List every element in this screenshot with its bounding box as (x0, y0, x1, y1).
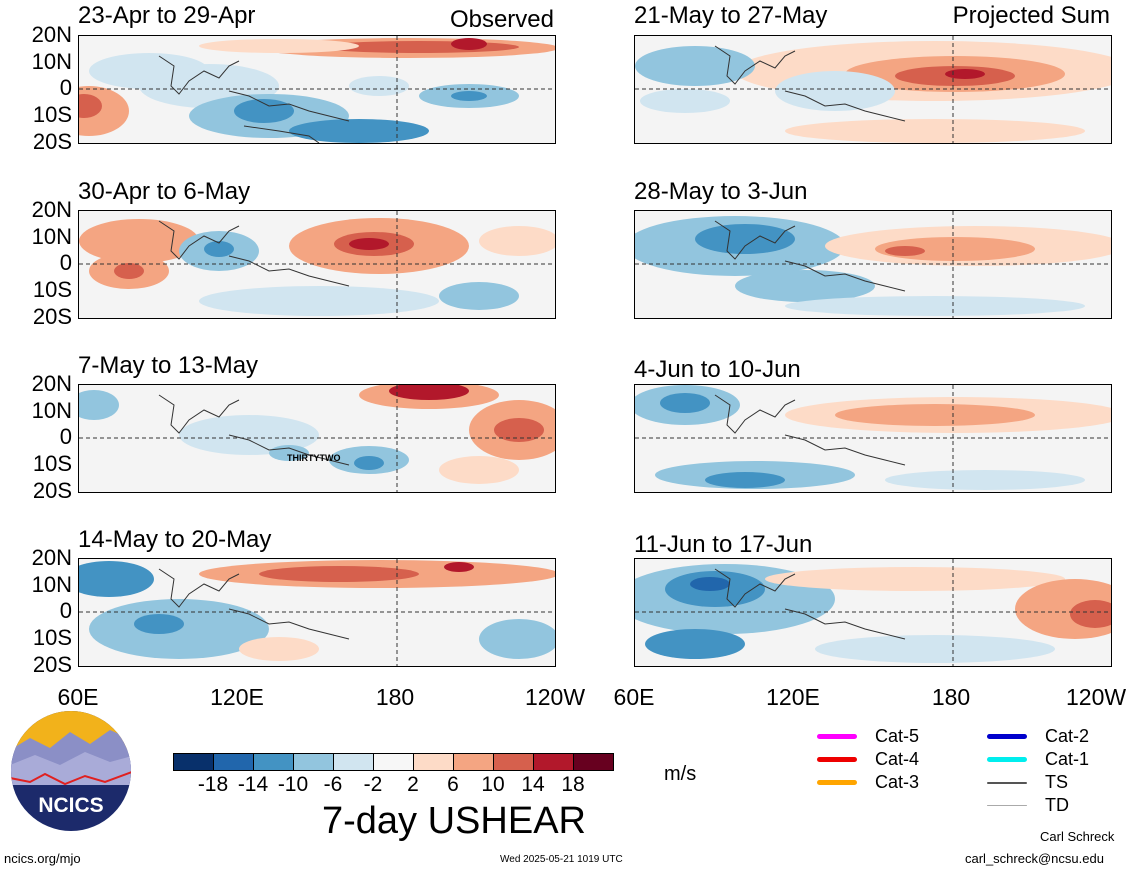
lat-label: 20S (32, 304, 72, 329)
legend-line (817, 780, 857, 785)
footer-email: carl_schreck@ncsu.edu (965, 851, 1104, 866)
lon-label: 180 (375, 684, 415, 710)
lat-label: 10S (32, 276, 72, 302)
logo-text: NCICS (38, 794, 103, 817)
colorbar (173, 753, 614, 771)
lat-label: 20S (32, 129, 72, 154)
lon-label: 60E (57, 684, 99, 710)
lat-label: 20S (32, 478, 72, 503)
legend-label: Cat-2 (1045, 726, 1090, 746)
observed-label: Observed (449, 6, 554, 33)
colorbar-tick: -10 (277, 773, 309, 796)
map-panel-1 (78, 35, 556, 144)
panel-title-5: 21-May to 27-May (634, 2, 828, 29)
map-panel-8 (634, 558, 1112, 667)
legend-label: TD (1045, 795, 1069, 815)
panel-title-4: 14-May to 20-May (78, 526, 272, 553)
lat-label: 20N (31, 371, 72, 396)
colorbar-title: 7-day USHEAR (322, 800, 586, 842)
colorbar-swatch (573, 753, 614, 771)
lat-label: 10S (32, 624, 72, 650)
legend-line (987, 805, 1027, 806)
panel-title-1: 23-Apr to 29-Apr (78, 2, 256, 29)
colorbar-tick: 18 (561, 773, 585, 796)
colorbar-swatch (413, 753, 454, 771)
lat-label: 10N (31, 223, 72, 249)
colorbar-swatch (253, 753, 294, 771)
ncics-logo: NCICS (10, 710, 132, 832)
legend-label: Cat-4 (875, 749, 920, 769)
colorbar-swatch (173, 753, 214, 771)
lat-label: 10N (31, 571, 72, 597)
colorbar-tick: -14 (237, 773, 269, 796)
colorbar-tick: 2 (407, 773, 419, 796)
colorbar-swatch (293, 753, 334, 771)
lat-label: 20N (31, 545, 72, 570)
lat-label: 10S (32, 450, 72, 476)
colorbar-swatch (493, 753, 534, 771)
lat-label: 10N (31, 397, 72, 423)
panel-title-6: 28-May to 3-Jun (634, 178, 808, 205)
lon-label: 120W (524, 684, 586, 710)
footer-url: ncics.org/mjo (4, 851, 81, 866)
colorbar-swatch (533, 753, 574, 771)
lat-label: 10N (31, 48, 72, 74)
legend-label: Cat-3 (875, 772, 920, 792)
lon-label: 120E (210, 684, 264, 710)
colorbar-tick: -18 (197, 773, 229, 796)
lon-label: 120E (766, 684, 820, 710)
legend-line (987, 757, 1027, 762)
lat-label: 0 (59, 424, 72, 449)
map-panel-2 (78, 210, 556, 319)
map-panel-7 (634, 384, 1112, 493)
lat-label: 20S (32, 652, 72, 677)
legend-line (817, 757, 857, 762)
colorbar-tick: 14 (521, 773, 545, 796)
colorbar-tick: 6 (447, 773, 459, 796)
colorbar-swatch (373, 753, 414, 771)
colorbar-tick: -2 (363, 773, 383, 796)
lat-label: 0 (59, 250, 72, 275)
lon-label: 120W (1066, 686, 1127, 709)
map-panel-3: THIRTYTWO (78, 384, 556, 493)
legend-line (987, 782, 1027, 784)
lat-label: 10S (32, 101, 72, 127)
projected-label: Projected Sum (952, 2, 1110, 29)
colorbar-tick: -6 (323, 773, 343, 796)
lat-label: 0 (59, 75, 72, 100)
colorbar-swatch (453, 753, 494, 771)
colorbar-unit: m/s (664, 763, 697, 785)
legend-label: TS (1045, 772, 1069, 792)
map-panel-5 (634, 35, 1112, 144)
footer-timestamp: Wed 2025-05-21 1019 UTC (500, 854, 623, 865)
map-panel-6 (634, 210, 1112, 319)
legend-line (817, 734, 857, 739)
map-panel-4 (78, 558, 556, 667)
colorbar-swatch (213, 753, 254, 771)
legend-line (987, 734, 1027, 739)
panel-title-2: 30-Apr to 6-May (78, 178, 251, 205)
colorbar-swatch (333, 753, 374, 771)
lat-label: 20N (31, 22, 72, 47)
panel-title-8: 11-Jun to 17-Jun (634, 531, 813, 558)
lon-label: 180 (931, 684, 971, 710)
lon-label: 60E (613, 684, 655, 710)
lat-label: 0 (59, 598, 72, 623)
storm-annotation: THIRTYTWO (287, 453, 341, 463)
legend-label: Cat-1 (1045, 749, 1090, 769)
colorbar-tick: 10 (481, 773, 505, 796)
lat-label: 20N (31, 197, 72, 222)
footer-author: Carl Schreck (1040, 829, 1115, 844)
panel-title-7: 4-Jun to 10-Jun (634, 356, 801, 383)
panel-title-3: 7-May to 13-May (78, 352, 259, 379)
legend-label: Cat-5 (875, 726, 920, 746)
